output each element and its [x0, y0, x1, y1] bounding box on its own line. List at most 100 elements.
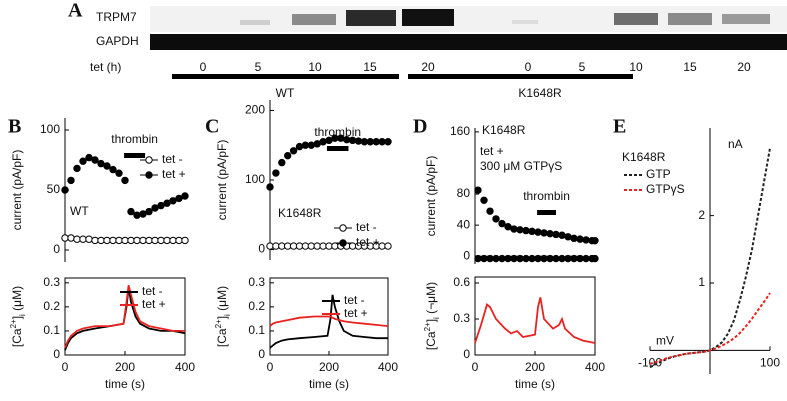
data-point [121, 236, 129, 245]
legend-label: tet - [344, 293, 365, 307]
y-axis-label: [Ca2+]i (μM) [9, 286, 27, 347]
x-tick-label: 200 [115, 360, 135, 374]
data-point [516, 254, 524, 263]
group-label: WT [276, 86, 295, 100]
y-tick-label: 0.1 [248, 323, 265, 337]
data-point [121, 176, 129, 185]
data-point [115, 169, 123, 177]
data-point [145, 236, 153, 245]
blot-row-label: TRPM7 [96, 10, 137, 24]
data-point [67, 234, 75, 242]
data-point [591, 254, 599, 263]
data-point [540, 254, 548, 263]
annotation: 300 μM GTPγS [480, 159, 562, 173]
y-tick-label: 50 [47, 182, 61, 196]
data-line [269, 294, 388, 349]
y-tick-label: 0.2 [248, 299, 265, 313]
data-point [289, 147, 298, 155]
data-point [492, 254, 500, 263]
data-point [582, 254, 590, 263]
label-part: [Ca [10, 328, 24, 347]
y-tick-label: 100 [40, 122, 60, 136]
thrombin-bar [537, 210, 556, 215]
label-part: i [223, 314, 232, 316]
data-point [79, 157, 87, 165]
data-point [151, 236, 159, 245]
data-point [284, 151, 292, 160]
data-line [269, 315, 389, 327]
label-part: [Ca [215, 328, 229, 347]
legend-label: tet + [142, 297, 166, 311]
y-tick-label: 100 [245, 172, 265, 186]
thrombin-label: thrombin [314, 125, 361, 139]
data-point [97, 236, 105, 245]
data-point [115, 236, 123, 245]
legend-label: tet - [356, 220, 377, 234]
label-part: i [18, 314, 27, 316]
data-point [175, 194, 183, 203]
data-point [127, 236, 135, 245]
data-point [558, 231, 566, 239]
data-point [169, 197, 177, 205]
data-point [528, 227, 536, 236]
data-point [534, 228, 542, 236]
y-axis-label: [Ca2+]i (μM) [214, 286, 232, 347]
label-part: i [432, 317, 441, 319]
data-point [528, 254, 536, 263]
data-point [109, 165, 117, 174]
data-point [85, 235, 93, 243]
y-tick-label: 160 [450, 124, 470, 138]
y-tick-label: 0 [53, 242, 60, 256]
x-axis-label: time (s) [105, 377, 145, 391]
y-tick-label: 0.2 [43, 299, 60, 313]
y-tick-label: 200 [245, 103, 265, 117]
data-point [133, 236, 141, 245]
data-point [480, 196, 488, 204]
y-axis-label: current (pA/pF) [424, 156, 438, 237]
legend-label: tet + [162, 167, 186, 181]
y-tick-label: 0 [258, 347, 265, 361]
legend-marker [145, 156, 153, 164]
data-point [576, 235, 584, 243]
panel-label: D [413, 116, 427, 138]
legend-marker [339, 224, 347, 232]
lane-title: tet (h) [90, 60, 121, 74]
y-tick-label: 0.6 [453, 275, 470, 289]
y-tick-label: 0.3 [43, 275, 60, 289]
data-point [181, 192, 189, 200]
x-tick-label: 400 [585, 360, 605, 374]
data-line [474, 297, 596, 344]
data-point [564, 233, 572, 241]
y-tick-label: 0 [53, 347, 60, 361]
y-axis-label: [Ca2+]i (¬μM) [423, 282, 441, 350]
y-tick-label: 40 [457, 217, 471, 231]
data-point [546, 254, 554, 263]
data-point [61, 234, 69, 242]
label-part: 2+ [9, 319, 18, 328]
y-tick-label: 0 [463, 248, 470, 262]
data-point [570, 234, 578, 243]
data-point [510, 254, 518, 263]
data-point [157, 236, 165, 245]
legend-marker [339, 239, 347, 247]
data-point [73, 164, 81, 173]
data-point [85, 153, 93, 162]
label-part: (μM) [215, 286, 229, 314]
data-point [103, 162, 111, 170]
x-tick-label: 400 [175, 360, 195, 374]
panel-label: C [205, 116, 219, 138]
legend-label: tet + [344, 306, 368, 320]
data-point [109, 236, 117, 245]
data-point [73, 235, 81, 243]
label-part: ] [424, 319, 438, 322]
lane-label: 15 [363, 60, 377, 74]
label-part: [Ca [424, 331, 438, 350]
lane-label: 10 [308, 60, 322, 74]
data-point [480, 254, 488, 263]
y-tick-label: 80 [457, 186, 471, 200]
data-point [79, 235, 87, 243]
legend-label: GTPγS [646, 182, 685, 196]
data-point [498, 219, 506, 228]
label-part: 2+ [214, 319, 223, 328]
data-point [145, 207, 153, 216]
